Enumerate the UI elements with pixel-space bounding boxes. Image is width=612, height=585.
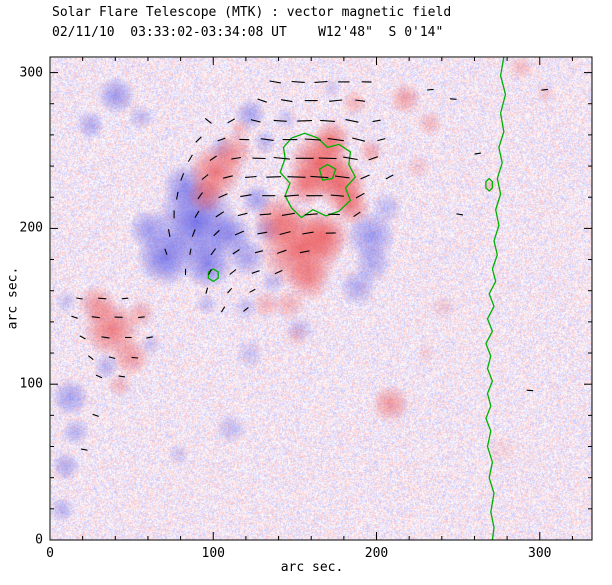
y-tick-label: 200 [19, 220, 43, 236]
y-axis-label: arc sec. [5, 266, 21, 330]
axes-group [49, 56, 593, 541]
x-axis-label: arc sec. [280, 560, 344, 575]
figure-title: Solar Flare Telescope (MTK) : vector mag… [52, 5, 452, 20]
y-tick-label: 300 [19, 65, 43, 81]
y-tick-label: 100 [19, 376, 43, 392]
x-tick-label: 0 [46, 546, 54, 561]
y-tick-label: 0 [35, 532, 43, 548]
x-tick-label: 300 [528, 546, 552, 561]
x-tick-label: 200 [364, 546, 389, 561]
vector-field-group [71, 80, 548, 451]
figure-subtitle: 02/11/10 03:33:02-03:34:08 UT W12'48" S … [52, 25, 444, 40]
contour-group [207, 56, 507, 541]
x-tick-label: 100 [201, 546, 225, 561]
